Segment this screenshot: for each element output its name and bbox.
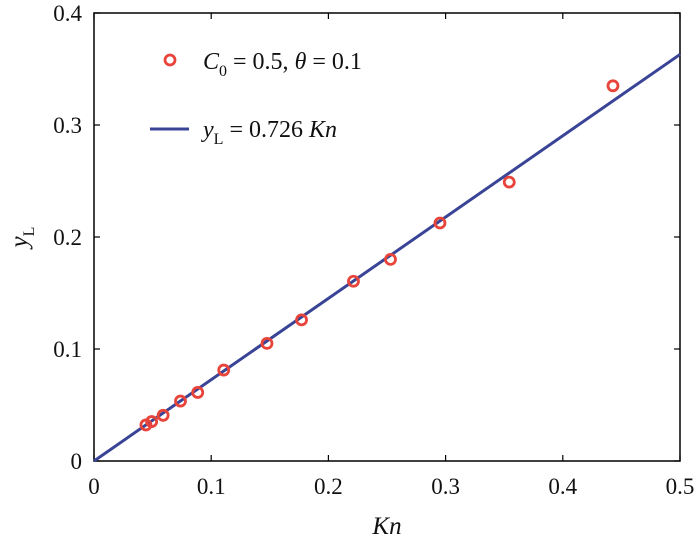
legend-marker-circle: [163, 53, 177, 67]
legend-c-value: = 0.5,: [227, 49, 295, 75]
x-tick-label: 0.5: [666, 474, 695, 499]
legend-label-line: yL = 0.726 Kn: [201, 117, 337, 148]
y-tick-label: 0.4: [53, 1, 82, 26]
x-tick-label: 0.3: [431, 474, 460, 499]
data-point: [384, 252, 397, 266]
legend: C0 = 0.5, θ = 0.1 yL = 0.726 Kn: [150, 49, 362, 148]
data-point: [606, 79, 620, 93]
legend-theta-value: = 0.1: [306, 49, 362, 75]
y-axis-title: yL: [6, 227, 38, 251]
legend-c: C: [203, 49, 220, 75]
data-point: [145, 415, 159, 428]
data-point: [156, 408, 170, 422]
data-point: [347, 274, 360, 288]
y-tick-label: 0: [71, 449, 83, 474]
plot-frame: [93, 12, 681, 462]
y-tick-label: 0.1: [53, 337, 82, 362]
data-point: [295, 313, 308, 327]
data-point: [191, 386, 205, 399]
legend-label-scatter: C0 = 0.5, θ = 0.1: [203, 49, 362, 80]
y-tick-labels: 0 0.1 0.2 0.3 0.4: [53, 1, 82, 474]
data-point: [174, 394, 187, 408]
data-point: [502, 175, 516, 189]
x-tick-label: 0.1: [197, 474, 226, 499]
legend-c-subscript: 0: [219, 63, 227, 80]
y-axis-title-main: y: [6, 235, 33, 250]
x-axis-title: Kn: [371, 513, 401, 540]
y-tick-label: 0.3: [53, 113, 82, 138]
y-tick-label: 0.2: [53, 225, 82, 250]
axis-ticks: [93, 12, 681, 462]
x-tick-label: 0.4: [548, 474, 577, 499]
legend-equation: = 0.726: [223, 117, 309, 143]
x-tick-label: 0.2: [314, 474, 343, 499]
data-point: [217, 363, 231, 377]
legend-theta: θ: [295, 49, 307, 75]
data-point: [260, 336, 274, 350]
x-tick-labels: 0 0.1 0.2 0.3 0.4 0.5: [88, 474, 694, 499]
x-tick-label: 0: [88, 474, 100, 499]
scatter-series: [139, 79, 620, 432]
legend-y: y: [201, 117, 214, 143]
legend-kn: Kn: [308, 117, 337, 143]
legend-y-subscript: L: [214, 131, 224, 148]
data-point: [433, 216, 447, 230]
y-axis-title-subscript: L: [21, 227, 38, 237]
